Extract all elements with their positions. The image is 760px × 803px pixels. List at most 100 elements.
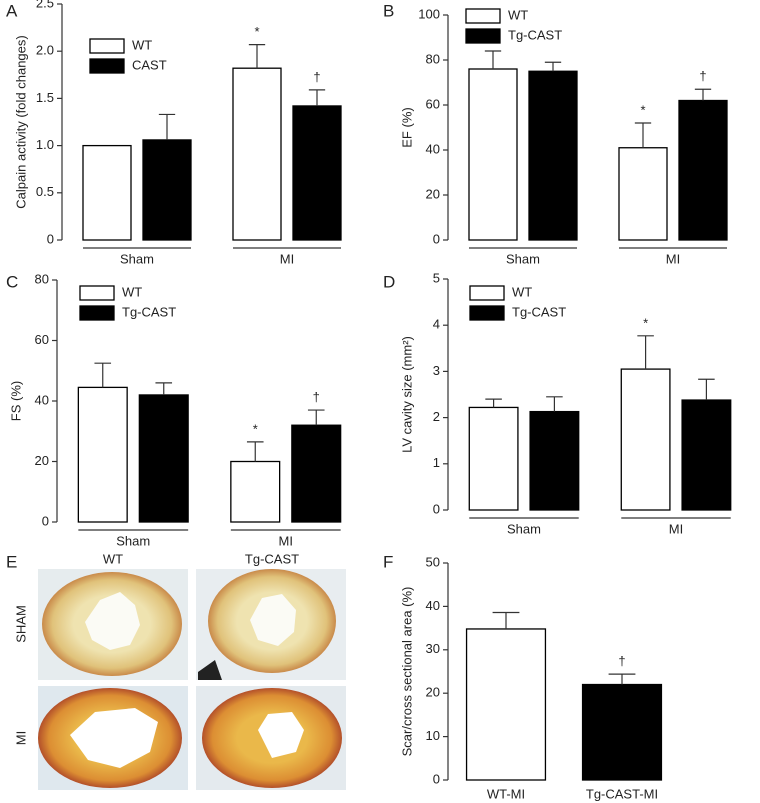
row-label: MI bbox=[13, 731, 28, 745]
y-tick-label: 20 bbox=[426, 685, 440, 700]
lumen bbox=[85, 592, 140, 650]
image-panel: E WT Tg-CAST SHAM MI bbox=[6, 551, 346, 790]
x-tick-label: Sham bbox=[120, 251, 154, 266]
x-tick-label: Tg-CAST-MI bbox=[586, 786, 658, 801]
panel-label: E bbox=[6, 552, 17, 571]
y-tick-label: 2 bbox=[433, 409, 440, 424]
bar bbox=[291, 424, 342, 523]
bar bbox=[292, 105, 342, 241]
y-tick-label: 0 bbox=[433, 231, 440, 246]
lumen bbox=[250, 594, 296, 646]
legend-label: WT bbox=[132, 37, 152, 52]
lumen bbox=[70, 708, 158, 768]
bar bbox=[138, 394, 189, 523]
bar bbox=[82, 144, 132, 241]
bar bbox=[465, 628, 547, 781]
y-axis-label: LV cavity size (mm²) bbox=[399, 336, 414, 453]
significance-marker: * bbox=[643, 315, 648, 330]
y-tick-label: 40 bbox=[426, 598, 440, 613]
y-tick-label: 2.0 bbox=[36, 43, 54, 58]
y-tick-label: 0 bbox=[433, 771, 440, 786]
y-tick-label: 30 bbox=[426, 641, 440, 656]
bar bbox=[581, 683, 663, 781]
legend-swatch bbox=[89, 38, 125, 54]
y-tick-label: 3 bbox=[433, 363, 440, 378]
bar bbox=[468, 68, 518, 241]
y-axis-label: Calpain activity (fold changes) bbox=[13, 35, 28, 208]
y-tick-label: 0 bbox=[433, 501, 440, 516]
y-tick-label: 0.5 bbox=[36, 184, 54, 199]
y-tick-label: 0 bbox=[47, 231, 54, 246]
y-axis-label: Scar/cross sectional area (%) bbox=[399, 587, 414, 757]
legend-swatch bbox=[465, 28, 501, 44]
x-tick-label: MI bbox=[666, 251, 680, 266]
panel-label: F bbox=[383, 552, 393, 571]
legend-label: WT bbox=[512, 284, 532, 299]
row-label: SHAM bbox=[13, 605, 28, 643]
y-tick-label: 100 bbox=[418, 6, 440, 21]
y-tick-label: 20 bbox=[426, 186, 440, 201]
y-tick-label: 60 bbox=[426, 96, 440, 111]
x-tick-label: Sham bbox=[116, 533, 150, 548]
x-tick-label: MI bbox=[669, 521, 683, 536]
significance-marker: * bbox=[254, 24, 259, 39]
x-tick-label: Sham bbox=[506, 251, 540, 266]
legend-swatch bbox=[79, 285, 115, 301]
bar bbox=[529, 410, 580, 511]
artifact bbox=[198, 660, 222, 680]
legend-label: WT bbox=[508, 7, 528, 22]
legend-label: Tg-CAST bbox=[512, 304, 566, 319]
y-tick-label: 1 bbox=[433, 455, 440, 470]
y-axis-label: EF (%) bbox=[399, 107, 414, 147]
significance-marker: † bbox=[699, 69, 706, 84]
y-tick-label: 0 bbox=[42, 513, 49, 528]
x-tick-label: MI bbox=[280, 251, 294, 266]
x-tick-label: WT-MI bbox=[487, 786, 525, 801]
panel-label: A bbox=[6, 1, 18, 20]
significance-marker: * bbox=[640, 102, 645, 117]
y-tick-label: 40 bbox=[426, 141, 440, 156]
legend-label: Tg-CAST bbox=[508, 27, 562, 42]
y-tick-label: 1.0 bbox=[36, 137, 54, 152]
panel-label: C bbox=[6, 272, 18, 291]
column-label: Tg-CAST bbox=[245, 551, 299, 566]
bar bbox=[468, 406, 519, 511]
significance-marker: † bbox=[313, 390, 320, 405]
bar bbox=[620, 368, 671, 511]
significance-marker: † bbox=[618, 654, 625, 669]
x-tick-label: MI bbox=[279, 533, 293, 548]
y-tick-label: 4 bbox=[433, 317, 440, 332]
y-axis-label: FS (%) bbox=[8, 381, 23, 421]
y-tick-label: 80 bbox=[426, 51, 440, 66]
y-tick-label: 50 bbox=[426, 554, 440, 569]
significance-marker: * bbox=[253, 421, 258, 436]
y-tick-label: 40 bbox=[35, 392, 49, 407]
legend-swatch bbox=[79, 305, 115, 321]
y-tick-label: 1.5 bbox=[36, 90, 54, 105]
legend-swatch bbox=[469, 285, 505, 301]
y-tick-label: 80 bbox=[35, 271, 49, 286]
column-label: WT bbox=[103, 551, 123, 566]
y-tick-label: 5 bbox=[433, 270, 440, 285]
legend-swatch bbox=[465, 8, 501, 24]
y-tick-label: 20 bbox=[35, 453, 49, 468]
x-tick-label: Sham bbox=[507, 521, 541, 536]
bar bbox=[77, 386, 128, 523]
bar bbox=[230, 460, 281, 523]
legend-swatch bbox=[469, 305, 505, 321]
panel-label: D bbox=[383, 272, 395, 291]
y-tick-label: 2.5 bbox=[36, 0, 54, 10]
y-tick-label: 10 bbox=[426, 728, 440, 743]
panel-label: B bbox=[383, 1, 394, 20]
legend-swatch bbox=[89, 58, 125, 74]
bar bbox=[618, 147, 668, 241]
bar bbox=[681, 399, 732, 511]
bar bbox=[528, 70, 578, 241]
legend-label: Tg-CAST bbox=[122, 304, 176, 319]
significance-marker: † bbox=[313, 69, 320, 84]
legend-label: CAST bbox=[132, 57, 167, 72]
lumen bbox=[258, 712, 304, 758]
bar bbox=[142, 139, 192, 241]
y-tick-label: 60 bbox=[35, 332, 49, 347]
